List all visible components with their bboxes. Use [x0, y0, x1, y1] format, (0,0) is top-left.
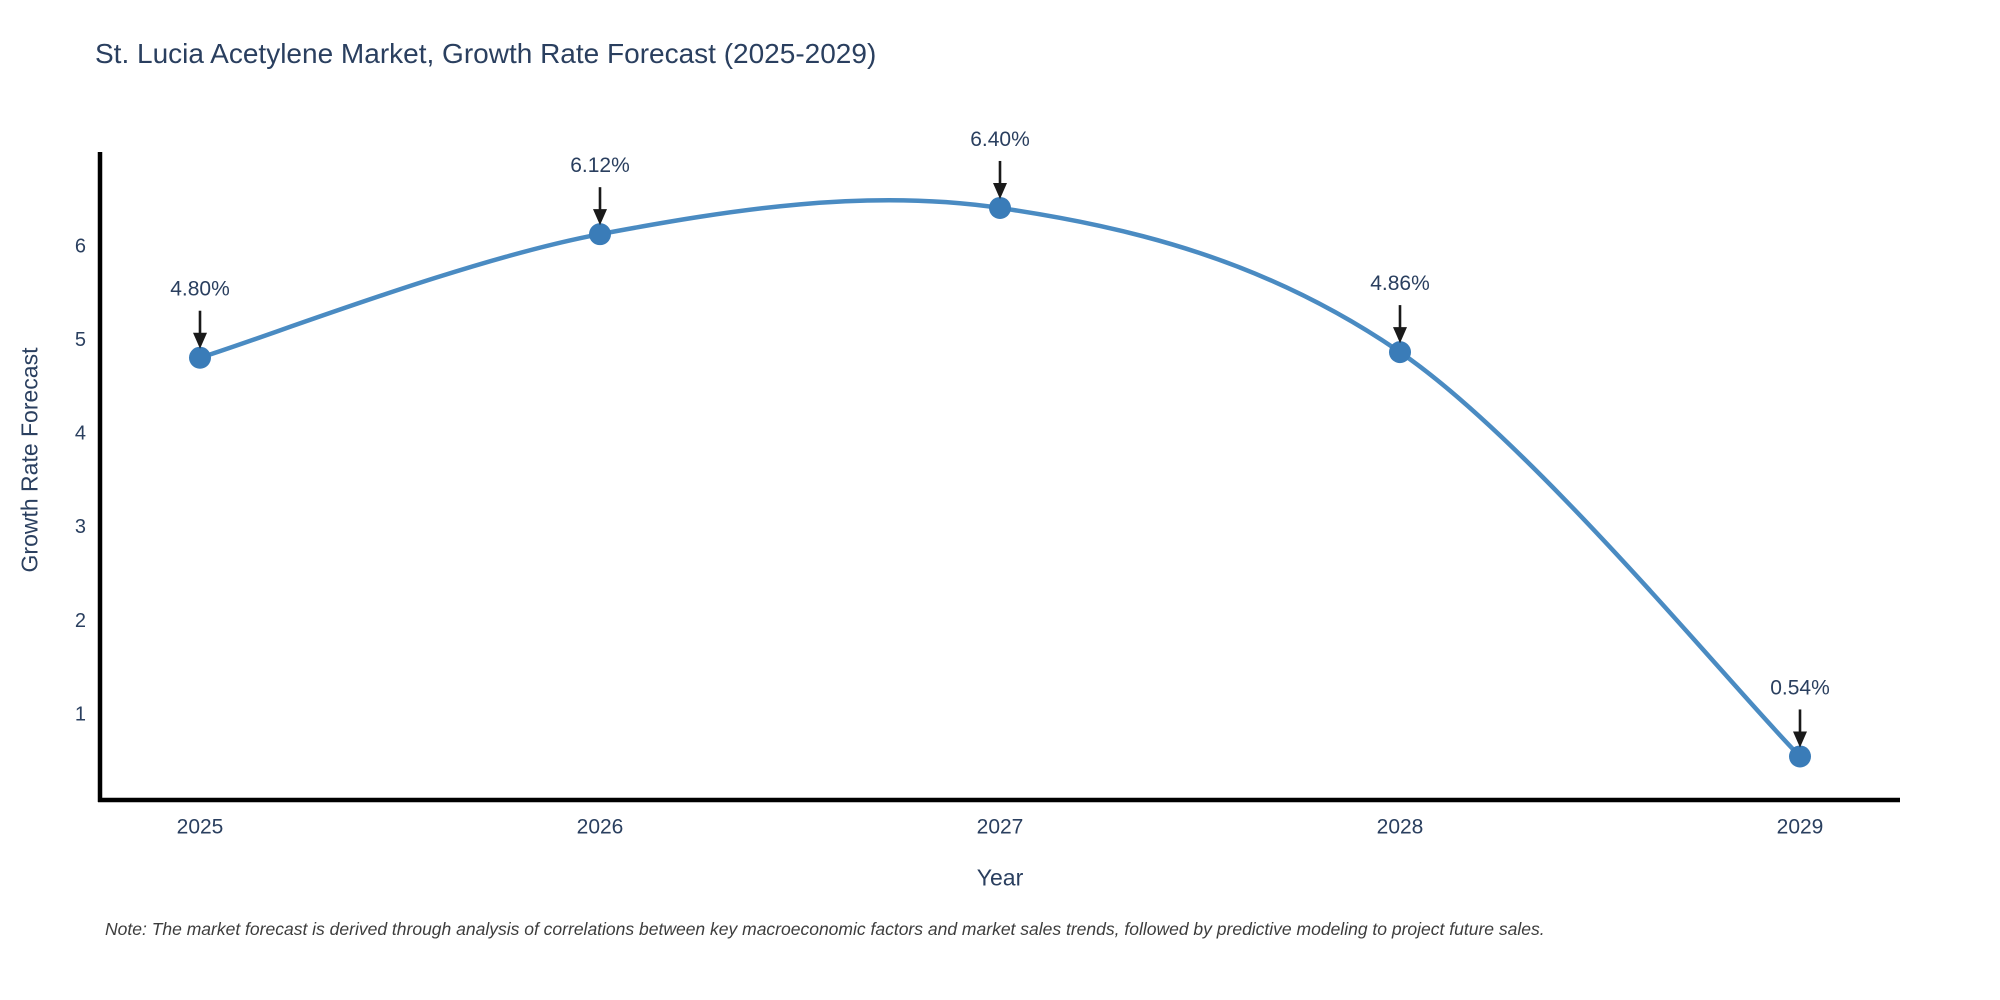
x-tick-label: 2025 — [177, 815, 224, 838]
x-tick-label: 2028 — [1377, 815, 1424, 838]
x-axis-title: Year — [976, 864, 1024, 891]
data-point-label: 0.54% — [1770, 676, 1830, 699]
y-tick-label: 4 — [75, 423, 86, 445]
x-tick-label: 2029 — [1777, 815, 1824, 838]
data-point-label: 6.12% — [570, 154, 630, 177]
y-tick-label: 1 — [75, 703, 86, 725]
y-tick-label: 2 — [75, 610, 86, 632]
data-point-marker — [189, 346, 211, 369]
footnote: Note: The market forecast is derived thr… — [105, 919, 1545, 939]
y-tick-label: 5 — [75, 329, 86, 351]
y-tick-label: 6 — [75, 235, 86, 257]
y-tick-label: 3 — [75, 516, 86, 538]
x-tick-label: 2027 — [977, 815, 1024, 838]
x-tick-label: 2026 — [577, 815, 624, 838]
annotation-arrowhead — [1393, 327, 1407, 344]
data-point-marker — [589, 223, 611, 246]
annotation-arrowhead — [593, 209, 607, 226]
data-point-label: 6.40% — [970, 128, 1030, 151]
growth-rate-curve — [197, 197, 1803, 759]
annotation-arrowhead — [193, 332, 207, 349]
data-point-marker — [989, 196, 1011, 219]
annotation-arrowhead — [993, 182, 1007, 199]
data-point-label: 4.86% — [1370, 272, 1430, 295]
data-point-marker — [1389, 341, 1411, 364]
data-point-marker — [1789, 745, 1811, 768]
chart-title: St. Lucia Acetylene Market, Growth Rate … — [95, 38, 877, 69]
data-point-label: 4.80% — [170, 278, 230, 301]
annotation-arrowhead — [1793, 731, 1807, 748]
y-axis-title: Growth Rate Forecast — [16, 347, 43, 573]
